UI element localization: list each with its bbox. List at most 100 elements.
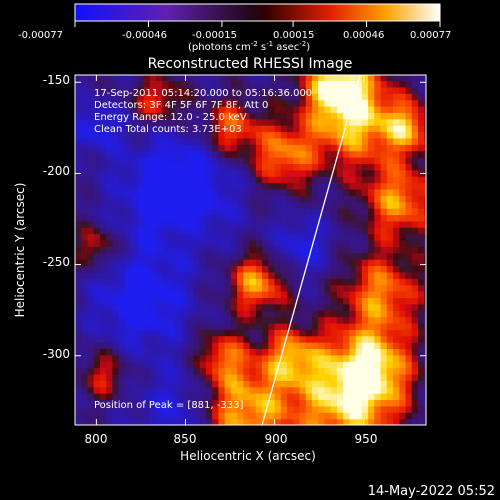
heatmap-cell bbox=[205, 316, 213, 324]
heatmap-cell bbox=[311, 137, 319, 145]
heatmap-cell bbox=[424, 278, 426, 286]
heatmap-cell bbox=[199, 342, 207, 350]
heatmap-cell bbox=[131, 348, 138, 356]
heatmap-cell bbox=[218, 176, 226, 184]
heatmap-cell bbox=[199, 125, 207, 133]
heatmap-cell bbox=[386, 373, 394, 381]
heatmap-cell bbox=[193, 291, 201, 298]
heatmap-cell bbox=[274, 335, 282, 343]
heatmap-cell bbox=[280, 316, 288, 324]
heatmap-cell bbox=[349, 125, 357, 133]
heatmap-cell bbox=[237, 169, 244, 177]
heatmap-cell bbox=[287, 169, 294, 177]
heatmap-cell bbox=[299, 246, 307, 254]
heatmap-cell bbox=[411, 239, 419, 247]
heatmap-cell bbox=[361, 342, 369, 350]
heatmap-cell bbox=[131, 303, 138, 311]
heatmap-cell bbox=[218, 208, 226, 216]
heatmap-cell bbox=[243, 418, 251, 425]
heatmap-cell bbox=[380, 386, 388, 394]
heatmap-cell bbox=[393, 393, 400, 401]
heatmap-cell bbox=[205, 227, 213, 235]
heatmap-cell bbox=[349, 201, 357, 209]
heatmap-cell bbox=[411, 322, 419, 330]
heatmap-cell bbox=[299, 386, 307, 394]
heatmap-cell bbox=[399, 303, 407, 311]
heatmap-cell bbox=[174, 367, 182, 375]
heatmap-cell bbox=[274, 220, 282, 228]
heatmap-cell bbox=[174, 322, 182, 330]
heatmap-cell bbox=[405, 233, 413, 241]
heatmap-cell bbox=[99, 75, 107, 82]
heatmap-cell bbox=[230, 157, 238, 165]
heatmap-cell bbox=[106, 75, 114, 82]
heatmap-cell bbox=[355, 163, 363, 171]
heatmap-cell bbox=[330, 131, 338, 139]
heatmap-cell bbox=[424, 284, 426, 292]
heatmap-cell bbox=[393, 291, 400, 298]
heatmap-cell bbox=[274, 316, 282, 324]
heatmap-cell bbox=[336, 93, 344, 101]
heatmap-cell bbox=[230, 125, 238, 133]
heatmap-cell bbox=[268, 393, 276, 401]
heatmap-cell bbox=[405, 418, 413, 425]
heatmap-cell bbox=[424, 380, 426, 388]
heatmap-cell bbox=[162, 105, 170, 113]
heatmap-cell bbox=[386, 239, 394, 247]
heatmap-cell bbox=[380, 169, 388, 177]
heatmap-cell bbox=[87, 137, 95, 145]
heatmap-cell bbox=[399, 342, 407, 350]
heatmap-cell bbox=[168, 348, 176, 356]
heatmap-cell bbox=[405, 271, 413, 279]
heatmap-cell bbox=[124, 284, 132, 292]
heatmap-cell bbox=[255, 176, 263, 184]
heatmap-cell bbox=[287, 348, 294, 356]
heatmap-cell bbox=[318, 361, 326, 369]
heatmap-cell bbox=[380, 380, 388, 388]
heatmap-cell bbox=[181, 399, 188, 407]
heatmap-cell bbox=[230, 233, 238, 241]
heatmap-cell bbox=[243, 169, 251, 177]
heatmap-cell bbox=[274, 208, 282, 216]
heatmap-cell bbox=[99, 342, 107, 350]
heatmap-cell bbox=[299, 227, 307, 235]
heatmap-cell bbox=[243, 329, 251, 337]
heatmap-cell bbox=[393, 188, 400, 196]
heatmap-cell bbox=[330, 405, 338, 413]
heatmap-cell bbox=[262, 405, 269, 413]
heatmap-cell bbox=[168, 373, 176, 381]
heatmap-cell bbox=[280, 271, 288, 279]
heatmap-cell bbox=[311, 125, 319, 133]
heatmap-cell bbox=[205, 354, 213, 362]
heatmap-cell bbox=[143, 195, 151, 203]
heatmap-cell bbox=[112, 176, 120, 184]
heatmap-cell bbox=[305, 412, 313, 420]
heatmap-cell bbox=[193, 284, 201, 292]
heatmap-cell bbox=[349, 86, 357, 94]
heatmap-cell bbox=[224, 335, 232, 343]
heatmap-cell bbox=[305, 335, 313, 343]
heatmap-cell bbox=[299, 80, 307, 88]
heatmap-cell bbox=[405, 86, 413, 94]
heatmap-cell bbox=[143, 208, 151, 216]
heatmap-cell bbox=[137, 118, 145, 126]
heatmap-cell bbox=[87, 233, 95, 241]
heatmap-cell bbox=[99, 399, 107, 407]
heatmap-cell bbox=[299, 150, 307, 158]
heatmap-cell bbox=[212, 373, 220, 381]
heatmap-cell bbox=[162, 310, 170, 318]
heatmap-cell bbox=[399, 348, 407, 356]
heatmap-cell bbox=[393, 157, 400, 165]
heatmap-cell bbox=[199, 75, 207, 82]
heatmap-cell bbox=[349, 367, 357, 375]
heatmap-cell bbox=[280, 418, 288, 425]
heatmap-cell bbox=[368, 259, 375, 267]
heatmap-cell bbox=[330, 310, 338, 318]
heatmap-cell bbox=[230, 163, 238, 171]
heatmap-cell bbox=[112, 335, 120, 343]
heatmap-cell bbox=[386, 284, 394, 292]
heatmap-cell bbox=[262, 182, 269, 190]
heatmap-cell bbox=[274, 399, 282, 407]
heatmap-cell bbox=[380, 373, 388, 381]
heatmap-cell bbox=[137, 271, 145, 279]
